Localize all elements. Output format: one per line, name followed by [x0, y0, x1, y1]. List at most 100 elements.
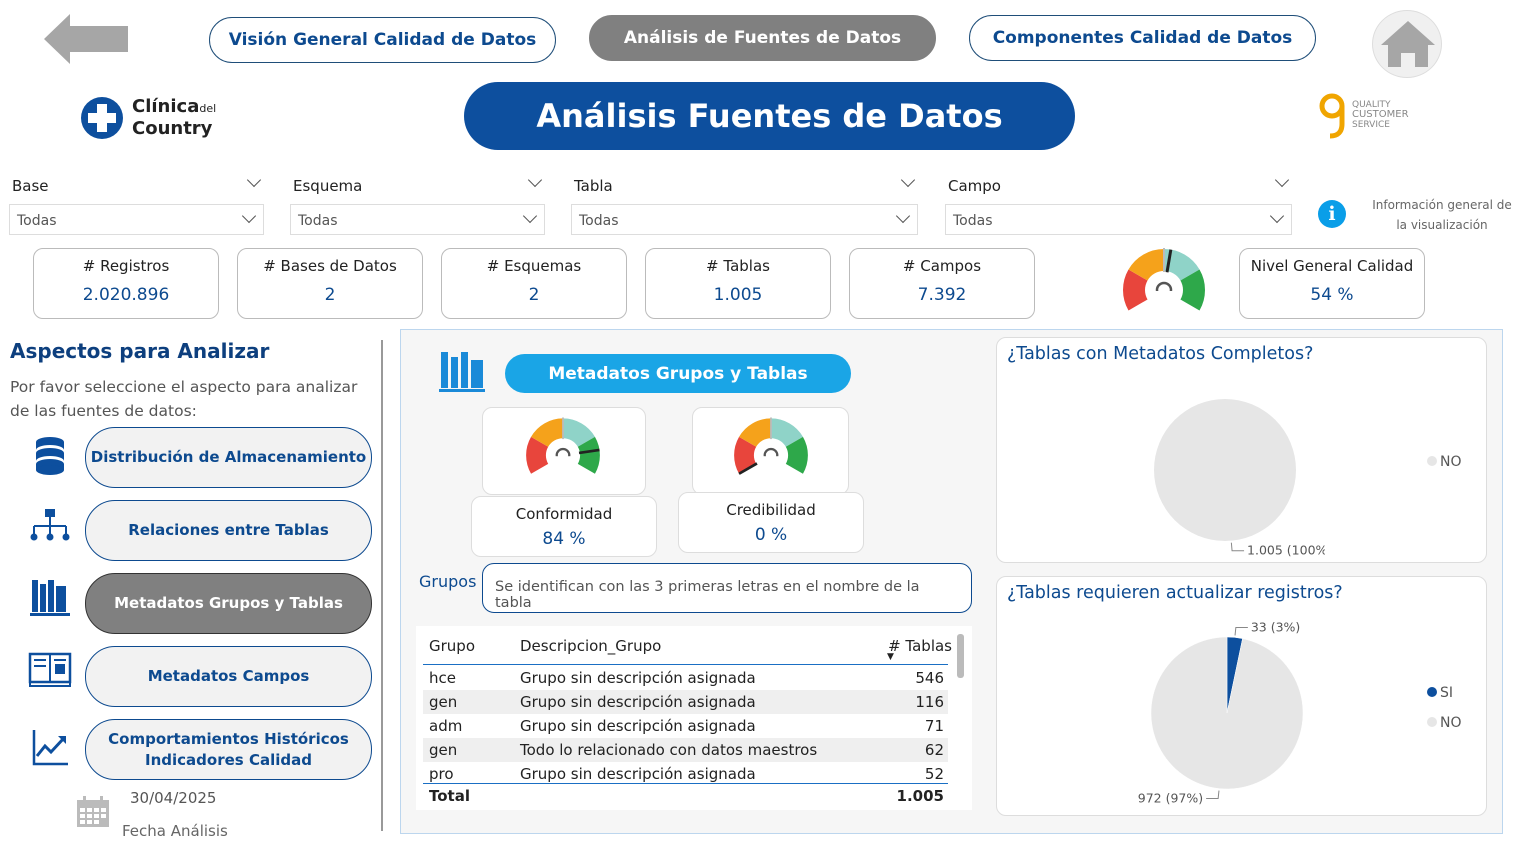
- home-button[interactable]: [1372, 10, 1442, 78]
- aspect-distribucion-button[interactable]: Distribución de Almacenamiento: [85, 427, 372, 488]
- database-icon: [36, 437, 64, 475]
- clinica-logo: Clínicadel Country: [80, 95, 220, 141]
- kpi-label: # Bases de Datos: [263, 257, 397, 275]
- filter-label: Tabla: [574, 177, 613, 195]
- kpi-campos: # Campos 7.392: [849, 248, 1035, 319]
- table-scrollbar[interactable]: [957, 634, 964, 678]
- qcs-mark-icon: [1319, 93, 1345, 139]
- chevron-down-icon[interactable]: [246, 172, 262, 188]
- table-row[interactable]: pro Grupo sin descripción asignada 52: [423, 762, 948, 786]
- open-book-icon: [28, 652, 72, 687]
- legend-item-si[interactable]: SI: [1427, 685, 1453, 701]
- kpi-value: 7.392: [917, 285, 967, 305]
- qcs-text-3: SERVICE: [1352, 120, 1390, 130]
- kpi-esquemas: # Esquemas 2: [441, 248, 627, 319]
- sidebar-divider: [381, 340, 383, 831]
- chevron-down-icon[interactable]: [1274, 172, 1290, 188]
- kpi-value: 54 %: [1310, 285, 1354, 305]
- aspects-subtitle: Por favor seleccione el aspecto para ana…: [10, 378, 358, 420]
- back-button[interactable]: [44, 14, 128, 64]
- panel-title: Metadatos Grupos y Tablas: [505, 354, 851, 393]
- cell-tablas: 546: [915, 669, 944, 687]
- pie-chart-metadatos: 1.005 (100%): [1154, 399, 1325, 558]
- col-descripcion[interactable]: Descripcion_Grupo: [520, 637, 662, 655]
- table-row[interactable]: adm Grupo sin descripción asignada 71: [423, 714, 948, 738]
- gauge-needle: [578, 448, 600, 455]
- gauge-segment: [526, 436, 549, 474]
- col-tablas[interactable]: # Tablas: [888, 637, 952, 655]
- sort-desc-icon[interactable]: ▼: [887, 652, 894, 662]
- total-value: 1.005: [896, 787, 944, 805]
- logo-text-del: del: [199, 102, 217, 115]
- filter-select[interactable]: Todas: [945, 204, 1292, 235]
- legend-item-no[interactable]: NO: [1427, 715, 1462, 731]
- gauge-segment: [770, 418, 803, 448]
- aspect-metadatos-campos-button[interactable]: Metadatos Campos: [85, 646, 372, 707]
- filter-select[interactable]: Todas: [9, 204, 264, 235]
- gauge-hub-cover: [762, 456, 780, 466]
- chart-card-metadatos: ¿Tablas con Metadatos Completos? 1.005 (…: [996, 337, 1487, 563]
- home-icon: [1381, 21, 1435, 67]
- kpi-value: 2.020.896: [82, 285, 170, 305]
- chart-card-actualizar: ¿Tablas requieren actualizar registros? …: [996, 576, 1487, 816]
- legend-dot: [1427, 687, 1437, 697]
- kpi-value: 1.005: [713, 285, 763, 305]
- chevron-down-icon[interactable]: [527, 172, 543, 188]
- page-title: Análisis Fuentes de Datos: [464, 82, 1075, 150]
- quality-gauge: [1123, 248, 1205, 311]
- tab-analisis-fuentes[interactable]: Análisis de Fuentes de Datos: [589, 15, 936, 61]
- cell-grupo: pro: [429, 765, 454, 783]
- info-button[interactable]: i: [1318, 200, 1346, 228]
- aspect-comportamientos-button[interactable]: Comportamientos Históricos Indicadores C…: [85, 719, 372, 780]
- hierarchy-icon: [30, 509, 70, 541]
- tab-componentes[interactable]: Componentes Calidad de Datos: [969, 15, 1316, 61]
- aspect-metadatos-grupos-button[interactable]: Metadatos Grupos y Tablas: [85, 573, 372, 634]
- cell-descripcion: Grupo sin descripción asignada: [520, 693, 756, 711]
- col-grupo[interactable]: Grupo: [429, 637, 475, 655]
- chart-title: ¿Tablas con Metadatos Completos?: [1007, 344, 1314, 364]
- gauge-needle: [738, 462, 758, 475]
- total-label: Total: [429, 787, 470, 805]
- cell-tablas: 116: [915, 693, 944, 711]
- filter-label: Campo: [948, 177, 1001, 195]
- cell-grupo: gen: [429, 693, 458, 711]
- table-row[interactable]: hce Grupo sin descripción asignada 546: [423, 666, 948, 690]
- data-label: 1.005 (100%): [1247, 543, 1325, 558]
- groups-description: Se identifican con las 3 primeras letras…: [482, 563, 972, 613]
- logo-text-2: Country: [132, 118, 213, 139]
- gauge-segment: [562, 418, 595, 448]
- table-row[interactable]: gen Todo lo relacionado con datos maestr…: [423, 738, 948, 762]
- gauge-segment: [785, 436, 808, 474]
- pie-slice-no[interactable]: [1150, 636, 1304, 790]
- cell-descripcion: Todo lo relacionado con datos maestros: [520, 741, 818, 759]
- table-row[interactable]: gen Grupo sin descripción asignada 116: [423, 690, 948, 714]
- legend-item-no[interactable]: NO: [1427, 454, 1462, 470]
- metric-label: Credibilidad: [726, 501, 816, 519]
- kpi-label: # Campos: [902, 257, 982, 275]
- pie-chart-actualizar: 33 (3%) 972 (97%): [1138, 619, 1304, 806]
- metric-value: 84 %: [542, 529, 586, 549]
- kpi-value: 2: [324, 285, 336, 305]
- aspect-relaciones-button[interactable]: Relaciones entre Tablas: [85, 500, 372, 561]
- gauge-segment: [1163, 249, 1200, 282]
- kpi-nivel-calidad: Nivel General Calidad 54 %: [1239, 248, 1425, 319]
- kpi-label: # Esquemas: [486, 257, 582, 275]
- cell-descripcion: Grupo sin descripción asignada: [520, 669, 756, 687]
- qcs-text-1: QUALITY: [1352, 100, 1391, 110]
- trend-chart-icon: [32, 730, 68, 766]
- pie-slice-no[interactable]: [1154, 399, 1296, 541]
- tab-vision-general[interactable]: Visión General Calidad de Datos: [209, 17, 556, 63]
- gauge-hub-cover: [554, 456, 572, 466]
- filter-label: Esquema: [293, 177, 363, 195]
- legend-dot: [1427, 717, 1437, 727]
- cell-descripcion: Grupo sin descripción asignada: [520, 765, 756, 783]
- qcs-logo: QUALITY CUSTOMER SERVICE: [1318, 92, 1418, 140]
- aspects-title: Aspectos para Analizar: [10, 339, 270, 363]
- filter-select[interactable]: Todas: [290, 204, 545, 235]
- kpi-tablas: # Tablas 1.005: [645, 248, 831, 319]
- filter-select[interactable]: Todas: [571, 204, 918, 235]
- chevron-down-icon[interactable]: [900, 172, 916, 188]
- kpi-registros: # Registros 2.020.896: [33, 248, 219, 319]
- metric-conformidad: Conformidad 84 %: [471, 496, 657, 557]
- cross-logo-icon: [81, 97, 123, 139]
